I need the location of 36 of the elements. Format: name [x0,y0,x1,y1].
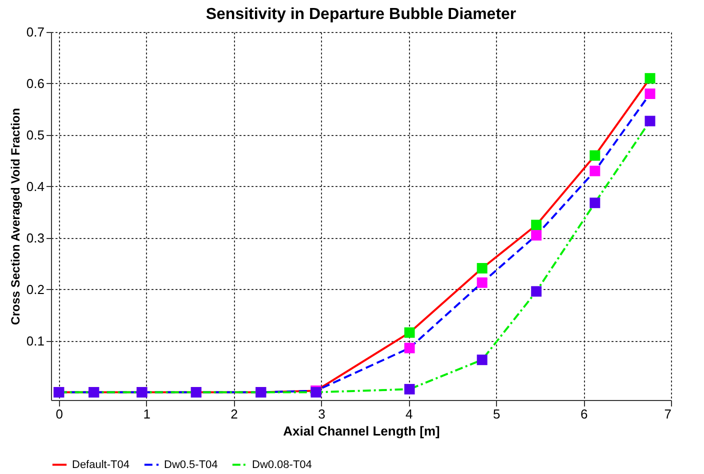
legend-label: Default-T04 [72,458,130,471]
point [476,277,488,288]
point [644,73,656,84]
y-tick-label: 0.5 [26,127,44,142]
point [531,286,542,297]
legend-label: Dw0.5-T04 [164,458,218,471]
x-tick-label: 3 [318,406,326,422]
y-tick-label: 0.6 [26,76,44,91]
point [404,342,415,354]
x-tick-label: 4 [406,406,413,422]
x-tick-label: 1 [143,406,150,422]
point [590,198,600,208]
point [476,354,488,366]
x-tick-label: 5 [492,406,500,422]
point [531,230,542,241]
point [644,116,656,126]
x-axis-title: Axial Channel Length [m] [283,424,440,438]
point [476,262,488,274]
x-tick-label: 6 [580,406,588,422]
point [590,166,600,176]
point [644,88,656,100]
chart-title: Sensitivity in Departure Bubble Diameter [206,6,516,23]
x-tick-label: 7 [664,406,672,422]
legend-label: Dw0.08-T04 [252,458,312,471]
point [531,220,542,230]
y-axis-title: Cross Section Averaged Void Fraction [8,108,22,325]
point [404,327,415,338]
point [404,384,415,394]
y-tick-label: 0.7 [26,24,44,40]
x-tick-label: 2 [230,406,238,422]
x-tick-label: 0 [56,406,63,422]
y-tick-label: 0.4 [26,178,44,194]
y-tick-label: 0.1 [26,333,44,348]
y-tick-label: 0.3 [26,230,44,246]
point [590,150,600,161]
y-tick-label: 0.2 [26,282,44,297]
